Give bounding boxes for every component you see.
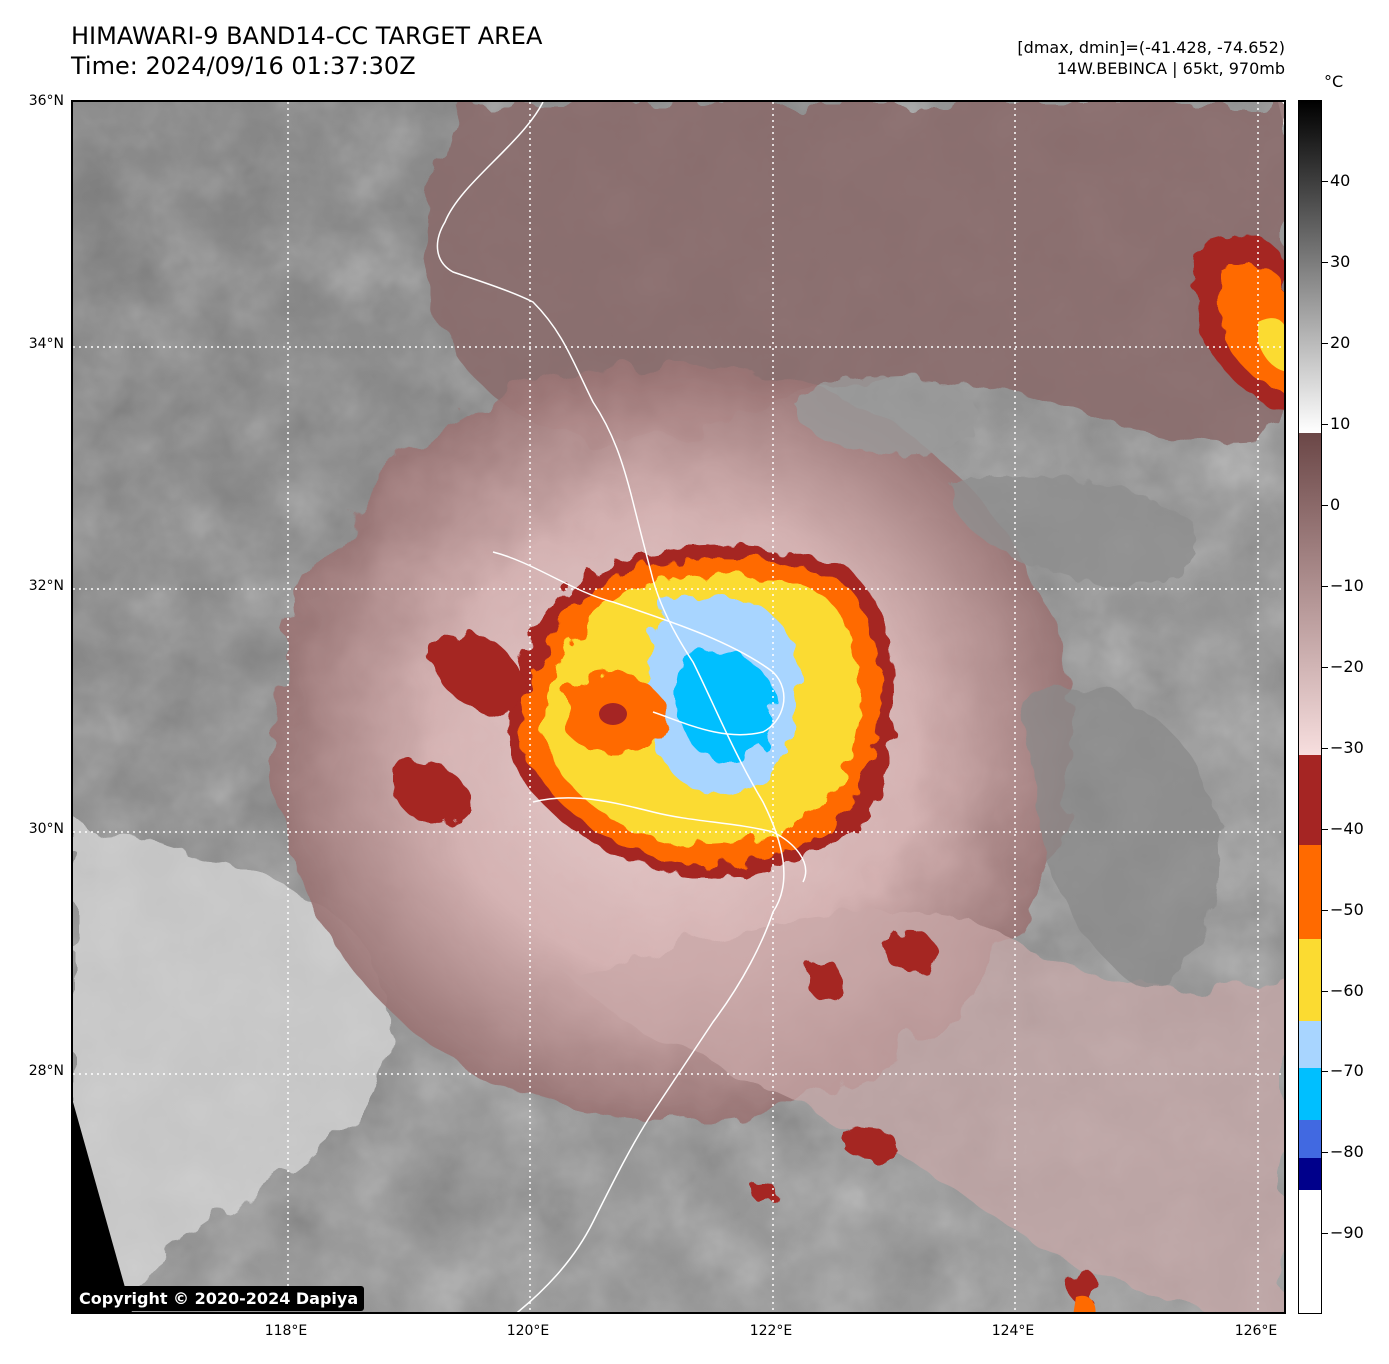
colorbar-label: −40: [1330, 819, 1364, 838]
convective-core: [507, 545, 894, 876]
colorbar-tick: [1322, 667, 1328, 668]
lat-label: 30°N: [28, 821, 64, 837]
colorbar-tick: [1322, 1071, 1328, 1072]
colorbar-label: −30: [1330, 738, 1364, 757]
satellite-imagery: [73, 102, 1284, 1312]
distant-convection-core: [1258, 318, 1284, 372]
southern-rainband: [573, 914, 1284, 1312]
lon-label: 118°E: [264, 1323, 308, 1339]
colorbar-label: 40: [1330, 171, 1351, 190]
dmax-dmin-info: [dmax, dmin]=(-41.428, -74.652): [1017, 38, 1285, 57]
coastline: [436, 102, 785, 1312]
colorbar-label: −70: [1330, 1061, 1364, 1080]
colorbar-tick: [1322, 1233, 1328, 1234]
colorbar-tick: [1322, 829, 1328, 830]
lon-label: 120°E: [506, 1323, 550, 1339]
cloud-gap: [793, 375, 977, 455]
colorbar-unit: °C: [1324, 72, 1344, 91]
colorbar-tick: [1322, 343, 1328, 344]
colorbar-tick: [1322, 1152, 1328, 1153]
colorbar-scale: [1299, 101, 1321, 1313]
colorbar: [1298, 100, 1322, 1314]
lat-label: 28°N: [28, 1063, 64, 1079]
lon-label: 124°E: [991, 1323, 1035, 1339]
copyright-badge: Copyright © 2020-2024 Dapiya: [73, 1286, 365, 1311]
lat-label: 32°N: [28, 578, 64, 594]
cloud-gap: [1023, 686, 1219, 986]
bay-coastline: [532, 797, 807, 883]
bright-cloud-area: [73, 822, 389, 1312]
lon-label: 122°E: [749, 1323, 793, 1339]
colorbar-label: −50: [1330, 900, 1364, 919]
colorbar-tick: [1322, 748, 1328, 749]
colorbar-tick: [1322, 262, 1328, 263]
lat-label: 36°N: [28, 93, 64, 109]
cloud-gap: [951, 474, 1197, 586]
colorbar-tick: [1322, 586, 1328, 587]
colorbar-tick: [1322, 910, 1328, 911]
colorbar-label: −80: [1330, 1142, 1364, 1161]
lat-label: 34°N: [28, 336, 64, 352]
eye-center: [599, 703, 627, 725]
southern-cell: [1073, 1295, 1096, 1312]
satellite-image: [71, 100, 1286, 1314]
colorbar-tick: [1322, 991, 1328, 992]
storm-info: 14W.BEBINCA | 65kt, 970mb: [1056, 59, 1285, 78]
colorbar-label: 0: [1330, 495, 1341, 514]
graticule: [73, 102, 1284, 1312]
colorbar-label: 10: [1330, 414, 1351, 433]
colorbar-label: −10: [1330, 576, 1364, 595]
river-estuary: [492, 551, 785, 736]
chart-time: Time: 2024/09/16 01:37:30Z: [71, 52, 416, 80]
colorbar-label: −20: [1330, 657, 1364, 676]
colorbar-label: −60: [1330, 981, 1364, 1000]
colorbar-label: 20: [1330, 333, 1351, 352]
colorbar-tick: [1322, 181, 1328, 182]
upper-cirrus: [426, 102, 1284, 444]
colorbar-label: 30: [1330, 252, 1351, 271]
colorbar-tick: [1322, 505, 1328, 506]
chart-title: HIMAWARI-9 BAND14-CC TARGET AREA: [71, 22, 543, 50]
lon-label: 126°E: [1234, 1323, 1278, 1339]
colorbar-label: −90: [1330, 1223, 1364, 1242]
colorbar-tick: [1322, 424, 1328, 425]
